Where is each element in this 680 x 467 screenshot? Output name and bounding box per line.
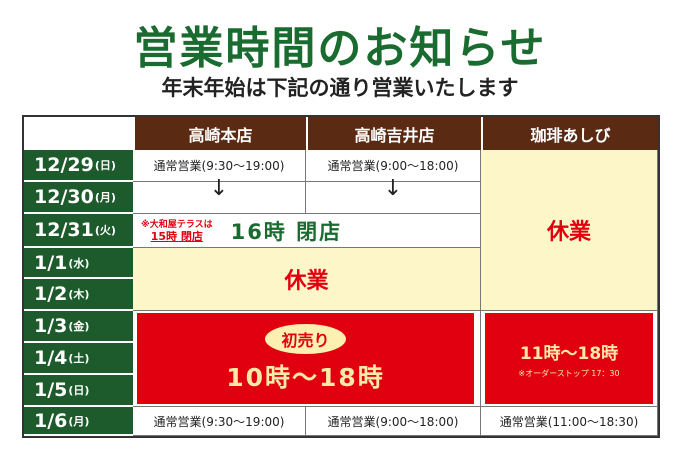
date-cell: 1/5 (日)	[24, 375, 133, 407]
date-cell: 1/2 (木)	[24, 279, 133, 311]
ashibi-0106: 通常営業(11:00〜18:30)	[481, 407, 658, 436]
hatsuuri-block: 初売り 10時〜18時	[137, 313, 474, 404]
weekday-label: (日)	[68, 384, 90, 397]
honten-1230: ↓	[133, 176, 306, 214]
weekday-label: (木)	[68, 288, 90, 301]
arrow-down-icon: ↓	[209, 176, 229, 201]
date-cell: 1/6 (月)	[24, 407, 133, 436]
date-label: 1/3	[34, 315, 68, 337]
weekday-label: (日)	[94, 159, 116, 172]
yoshii-1230: ↓	[306, 176, 481, 214]
ashibi-closed: 休業	[481, 150, 658, 311]
weekday-label: (土)	[68, 352, 90, 365]
honten-0106: 通常営業(9:30〜19:00)	[133, 407, 306, 436]
ashibi-hours-block: 11時〜18時 ※オーダーストップ 17：30	[485, 313, 653, 404]
date-label: 1/1	[34, 251, 68, 274]
weekday-label: (月)	[94, 191, 116, 204]
honten-1229: 通常営業(9:30〜19:00)	[133, 150, 306, 182]
date-label: 1/5	[34, 379, 68, 401]
page-title: 営業時間のお知らせ	[133, 23, 547, 74]
dec31-close-time: 16時 閉店	[230, 219, 343, 244]
weekday-label: (火)	[94, 224, 116, 237]
arrow-down-icon: ↓	[383, 176, 403, 201]
header-empty-cell	[24, 117, 133, 150]
date-cell: 12/29 (日)	[24, 150, 133, 182]
ashibi-order-stop: ※オーダーストップ 17：30	[518, 368, 620, 378]
header-honten: 高崎本店	[133, 117, 306, 150]
date-cell: 1/1 (水)	[24, 248, 133, 279]
date-cell: 12/31 (火)	[24, 214, 133, 248]
date-cell: 12/30 (月)	[24, 182, 133, 214]
header-ashibi: 珈琲あしび	[481, 117, 658, 150]
date-label: 1/2	[34, 283, 68, 305]
ashibi-hours-bg	[481, 311, 658, 407]
weekday-label: (月)	[68, 414, 90, 428]
date-label: 1/6	[34, 409, 68, 432]
page-subtitle: 年末年始は下記の通り営業いたします	[161, 76, 519, 100]
dec31-closing: ※大和屋テラスは 15時 閉店 16時 閉店	[133, 214, 481, 248]
newyear-closed: 休業	[133, 248, 481, 311]
header-yoshii: 高崎吉井店	[306, 117, 481, 150]
date-label: 12/29	[34, 154, 94, 176]
date-label: 1/4	[34, 347, 68, 369]
hatsuuri-badge: 初売り	[265, 323, 346, 354]
date-label: 12/31	[34, 219, 94, 241]
yoshii-0106: 通常営業(9:00〜18:00)	[306, 407, 481, 436]
weekday-label: (金)	[68, 320, 90, 333]
yoshii-1229: 通常営業(9:00〜18:00)	[306, 150, 481, 182]
hatsuuri-hours: 10時〜18時	[226, 362, 385, 392]
date-label: 12/30	[34, 186, 94, 208]
date-cell: 1/4 (土)	[24, 343, 133, 375]
date-cell: 1/3 (金)	[24, 311, 133, 343]
ashibi-hours: 11時〜18時	[519, 343, 619, 364]
weekday-label: (水)	[68, 256, 90, 270]
hatsuuri-bg	[133, 311, 481, 407]
schedule-table	[22, 115, 660, 438]
dec31-note: ※大和屋テラスは 15時 閉店	[141, 219, 213, 243]
